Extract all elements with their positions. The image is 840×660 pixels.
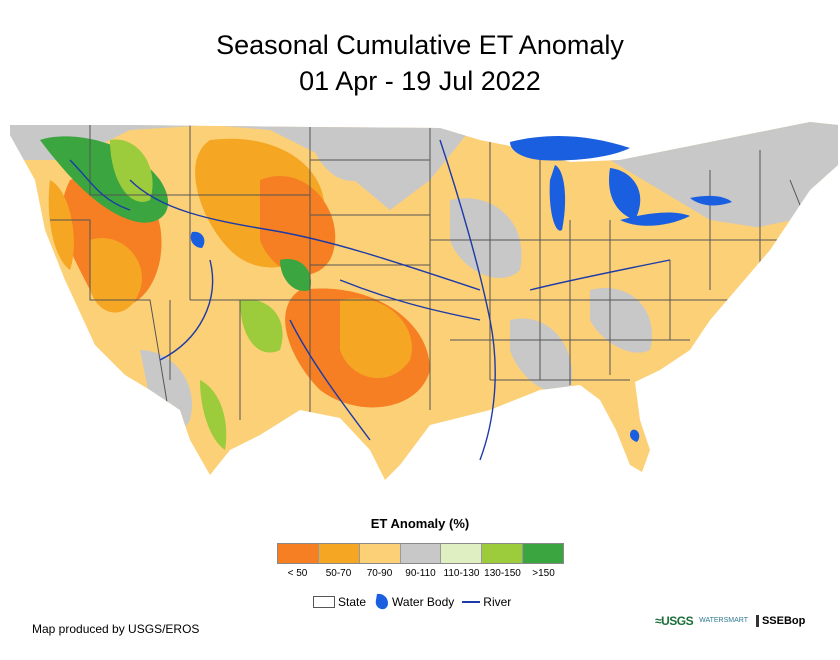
legend-label: 90-110	[405, 568, 436, 579]
map-credit: Map produced by USGS/EROS	[32, 622, 200, 636]
map-key: State Water Body River	[313, 593, 519, 611]
map-title: Seasonal Cumulative ET Anomaly	[216, 30, 624, 60]
mississippi-river	[439, 139, 496, 461]
columbia-river	[69, 159, 131, 211]
legend-swatch	[318, 544, 360, 563]
logo-group: ≈USGS WATERSMART SSEBop	[655, 614, 805, 628]
map-subtitle: 01 Apr - 19 Jul 2022	[299, 66, 541, 96]
legend-swatch	[359, 544, 401, 563]
legend-label: >150	[532, 568, 555, 579]
lake-huron	[609, 168, 641, 220]
great-salt-lake	[190, 231, 205, 248]
river-key: River	[462, 595, 511, 609]
watersmart-logo-icon: WATERSMART	[699, 617, 748, 624]
colorado-river	[159, 259, 214, 361]
legend-labels: < 50 50-70 70-90 90-110 110-130 130-150 …	[277, 568, 564, 579]
lake-erie	[620, 212, 690, 226]
river-line-icon	[462, 601, 481, 603]
legend-swatch	[400, 544, 442, 563]
lake-okeechobee	[629, 429, 640, 442]
missouri-river	[129, 179, 481, 291]
state-symbol-icon	[313, 596, 335, 608]
legend-title: ET Anomaly (%)	[370, 516, 470, 531]
lake-michigan	[549, 165, 566, 231]
legend-label: 50-70	[325, 568, 352, 579]
et-anomaly-map	[10, 122, 838, 480]
legend-color-bar	[277, 543, 564, 564]
water-key: Water Body	[374, 593, 454, 611]
river-key-label: River	[483, 595, 512, 609]
lake-ontario	[690, 195, 732, 206]
water-key-label: Water Body	[392, 595, 455, 609]
ohio-river	[529, 259, 671, 291]
rivers	[69, 139, 671, 461]
state-key-label: State	[338, 595, 367, 609]
state-key: State	[313, 595, 366, 609]
water-drop-icon	[375, 593, 389, 610]
lake-superior	[510, 136, 630, 161]
arkansas-river	[339, 279, 481, 321]
legend-label: 110-130	[443, 568, 480, 579]
legend-swatch	[482, 544, 524, 563]
rio-grande-river	[289, 319, 371, 441]
legend-swatch	[523, 544, 564, 563]
legend-label: < 50	[287, 568, 308, 579]
anomaly-raster	[10, 122, 838, 480]
water-bodies	[190, 136, 732, 442]
legend-swatch	[278, 544, 319, 563]
usgs-logo-icon: ≈USGS	[655, 614, 694, 628]
legend-label: 70-90	[366, 568, 393, 579]
state-boundaries	[50, 125, 838, 421]
ssebop-logo-icon: SSEBop	[755, 615, 805, 627]
legend-swatch	[441, 544, 483, 563]
legend-label: 130-150	[484, 568, 521, 579]
